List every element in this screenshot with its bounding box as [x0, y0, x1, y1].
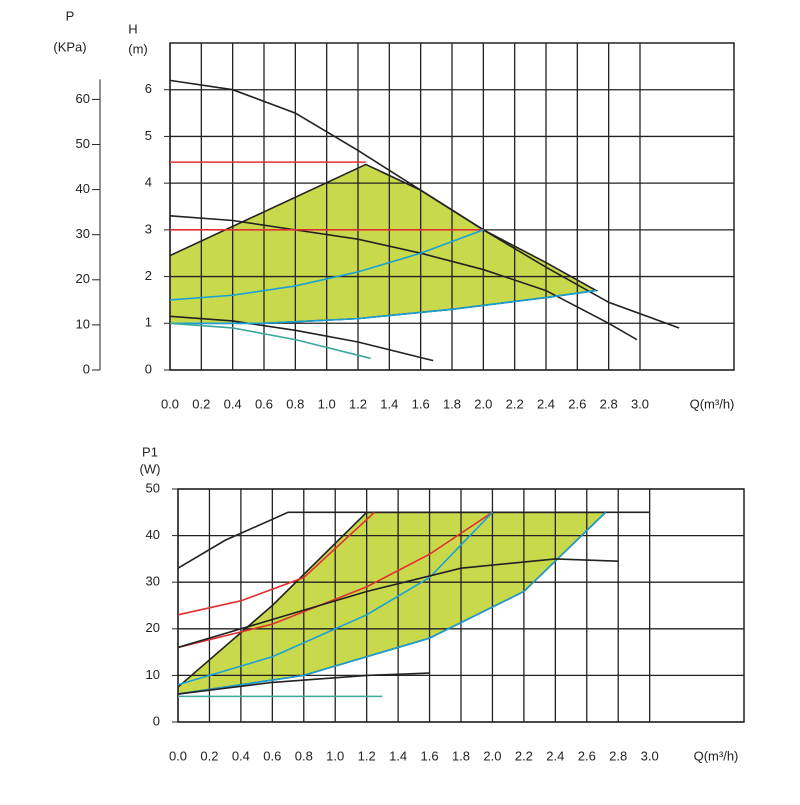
curve [169, 315, 434, 362]
axis-label: H [128, 21, 137, 36]
x-tick-label: 1.8 [443, 396, 461, 411]
x-tick-label: 0.8 [286, 396, 304, 411]
x-tick-label: 1.2 [349, 396, 367, 411]
x-tick-label: 1.8 [452, 748, 470, 763]
axis-label: P [66, 8, 75, 23]
x-tick-label: 2.4 [537, 396, 555, 411]
x-tick-label: 0.8 [295, 748, 313, 763]
x-tick-label: 2.2 [506, 396, 524, 411]
curve [169, 322, 371, 360]
curve [169, 79, 680, 329]
x-tick-label: 0.0 [169, 748, 187, 763]
y2-tick-label: 0 [83, 361, 90, 376]
curve [177, 672, 430, 695]
y-tick-label: 3 [145, 221, 152, 236]
axis-label: Q(m³/h) [694, 748, 739, 763]
y-tick-label: 30 [146, 574, 160, 589]
x-tick-label: 1.0 [326, 748, 344, 763]
y-tick-label: 4 [145, 175, 152, 190]
curve [177, 511, 607, 695]
curve [169, 229, 484, 301]
x-tick-label: 2.8 [609, 748, 627, 763]
x-tick-label: 2.2 [515, 748, 533, 763]
curve [177, 511, 650, 569]
curve [177, 511, 494, 686]
y2-tick-label: 10 [76, 316, 90, 331]
x-tick-label: 1.6 [412, 396, 430, 411]
x-tick-label: 2.6 [578, 748, 596, 763]
x-tick-label: 0.6 [263, 748, 281, 763]
x-tick-label: 2.4 [546, 748, 564, 763]
axis-label: (KPa) [53, 39, 86, 54]
y-tick-label: 0 [153, 713, 160, 728]
axis-label: Q(m³/h) [690, 396, 735, 411]
x-tick-label: 3.0 [631, 396, 649, 411]
x-tick-label: 0.2 [192, 396, 210, 411]
x-tick-label: 1.0 [318, 396, 336, 411]
curve [177, 511, 376, 616]
y2-tick-label: 20 [76, 271, 90, 286]
y-tick-label: 40 [146, 527, 160, 542]
curve [170, 289, 597, 325]
y2-tick-label: 30 [76, 226, 90, 241]
x-tick-label: 2.8 [600, 396, 618, 411]
y2-tick-label: 60 [76, 91, 90, 106]
axis-label: (m) [128, 41, 148, 56]
x-tick-label: 0.6 [255, 396, 273, 411]
y-tick-label: 10 [146, 667, 160, 682]
axis-label: (W) [140, 461, 161, 476]
curve [177, 511, 493, 649]
y-tick-label: 0 [145, 361, 152, 376]
y-tick-label: 1 [145, 315, 152, 330]
x-tick-label: 0.0 [161, 396, 179, 411]
x-tick-label: 3.0 [641, 748, 659, 763]
area [170, 164, 597, 324]
y2-tick-label: 50 [76, 136, 90, 151]
axis-label: P1 [142, 444, 158, 459]
x-tick-label: 1.6 [421, 748, 439, 763]
y-tick-label: 20 [146, 620, 160, 635]
y2-tick-label: 40 [76, 181, 90, 196]
x-tick-label: 1.2 [358, 748, 376, 763]
y-tick-label: 2 [145, 268, 152, 283]
y-tick-label: 50 [146, 480, 160, 495]
x-tick-label: 0.4 [224, 396, 242, 411]
x-tick-label: 1.4 [380, 396, 398, 411]
x-tick-label: 2.6 [568, 396, 586, 411]
y-tick-label: 6 [145, 81, 152, 96]
curve [177, 558, 619, 649]
x-tick-label: 1.4 [389, 748, 407, 763]
area [178, 512, 606, 695]
y-tick-label: 5 [145, 128, 152, 143]
x-tick-label: 2.0 [474, 396, 492, 411]
x-tick-label: 0.4 [232, 748, 250, 763]
x-tick-label: 2.0 [483, 748, 501, 763]
x-tick-label: 0.2 [200, 748, 218, 763]
